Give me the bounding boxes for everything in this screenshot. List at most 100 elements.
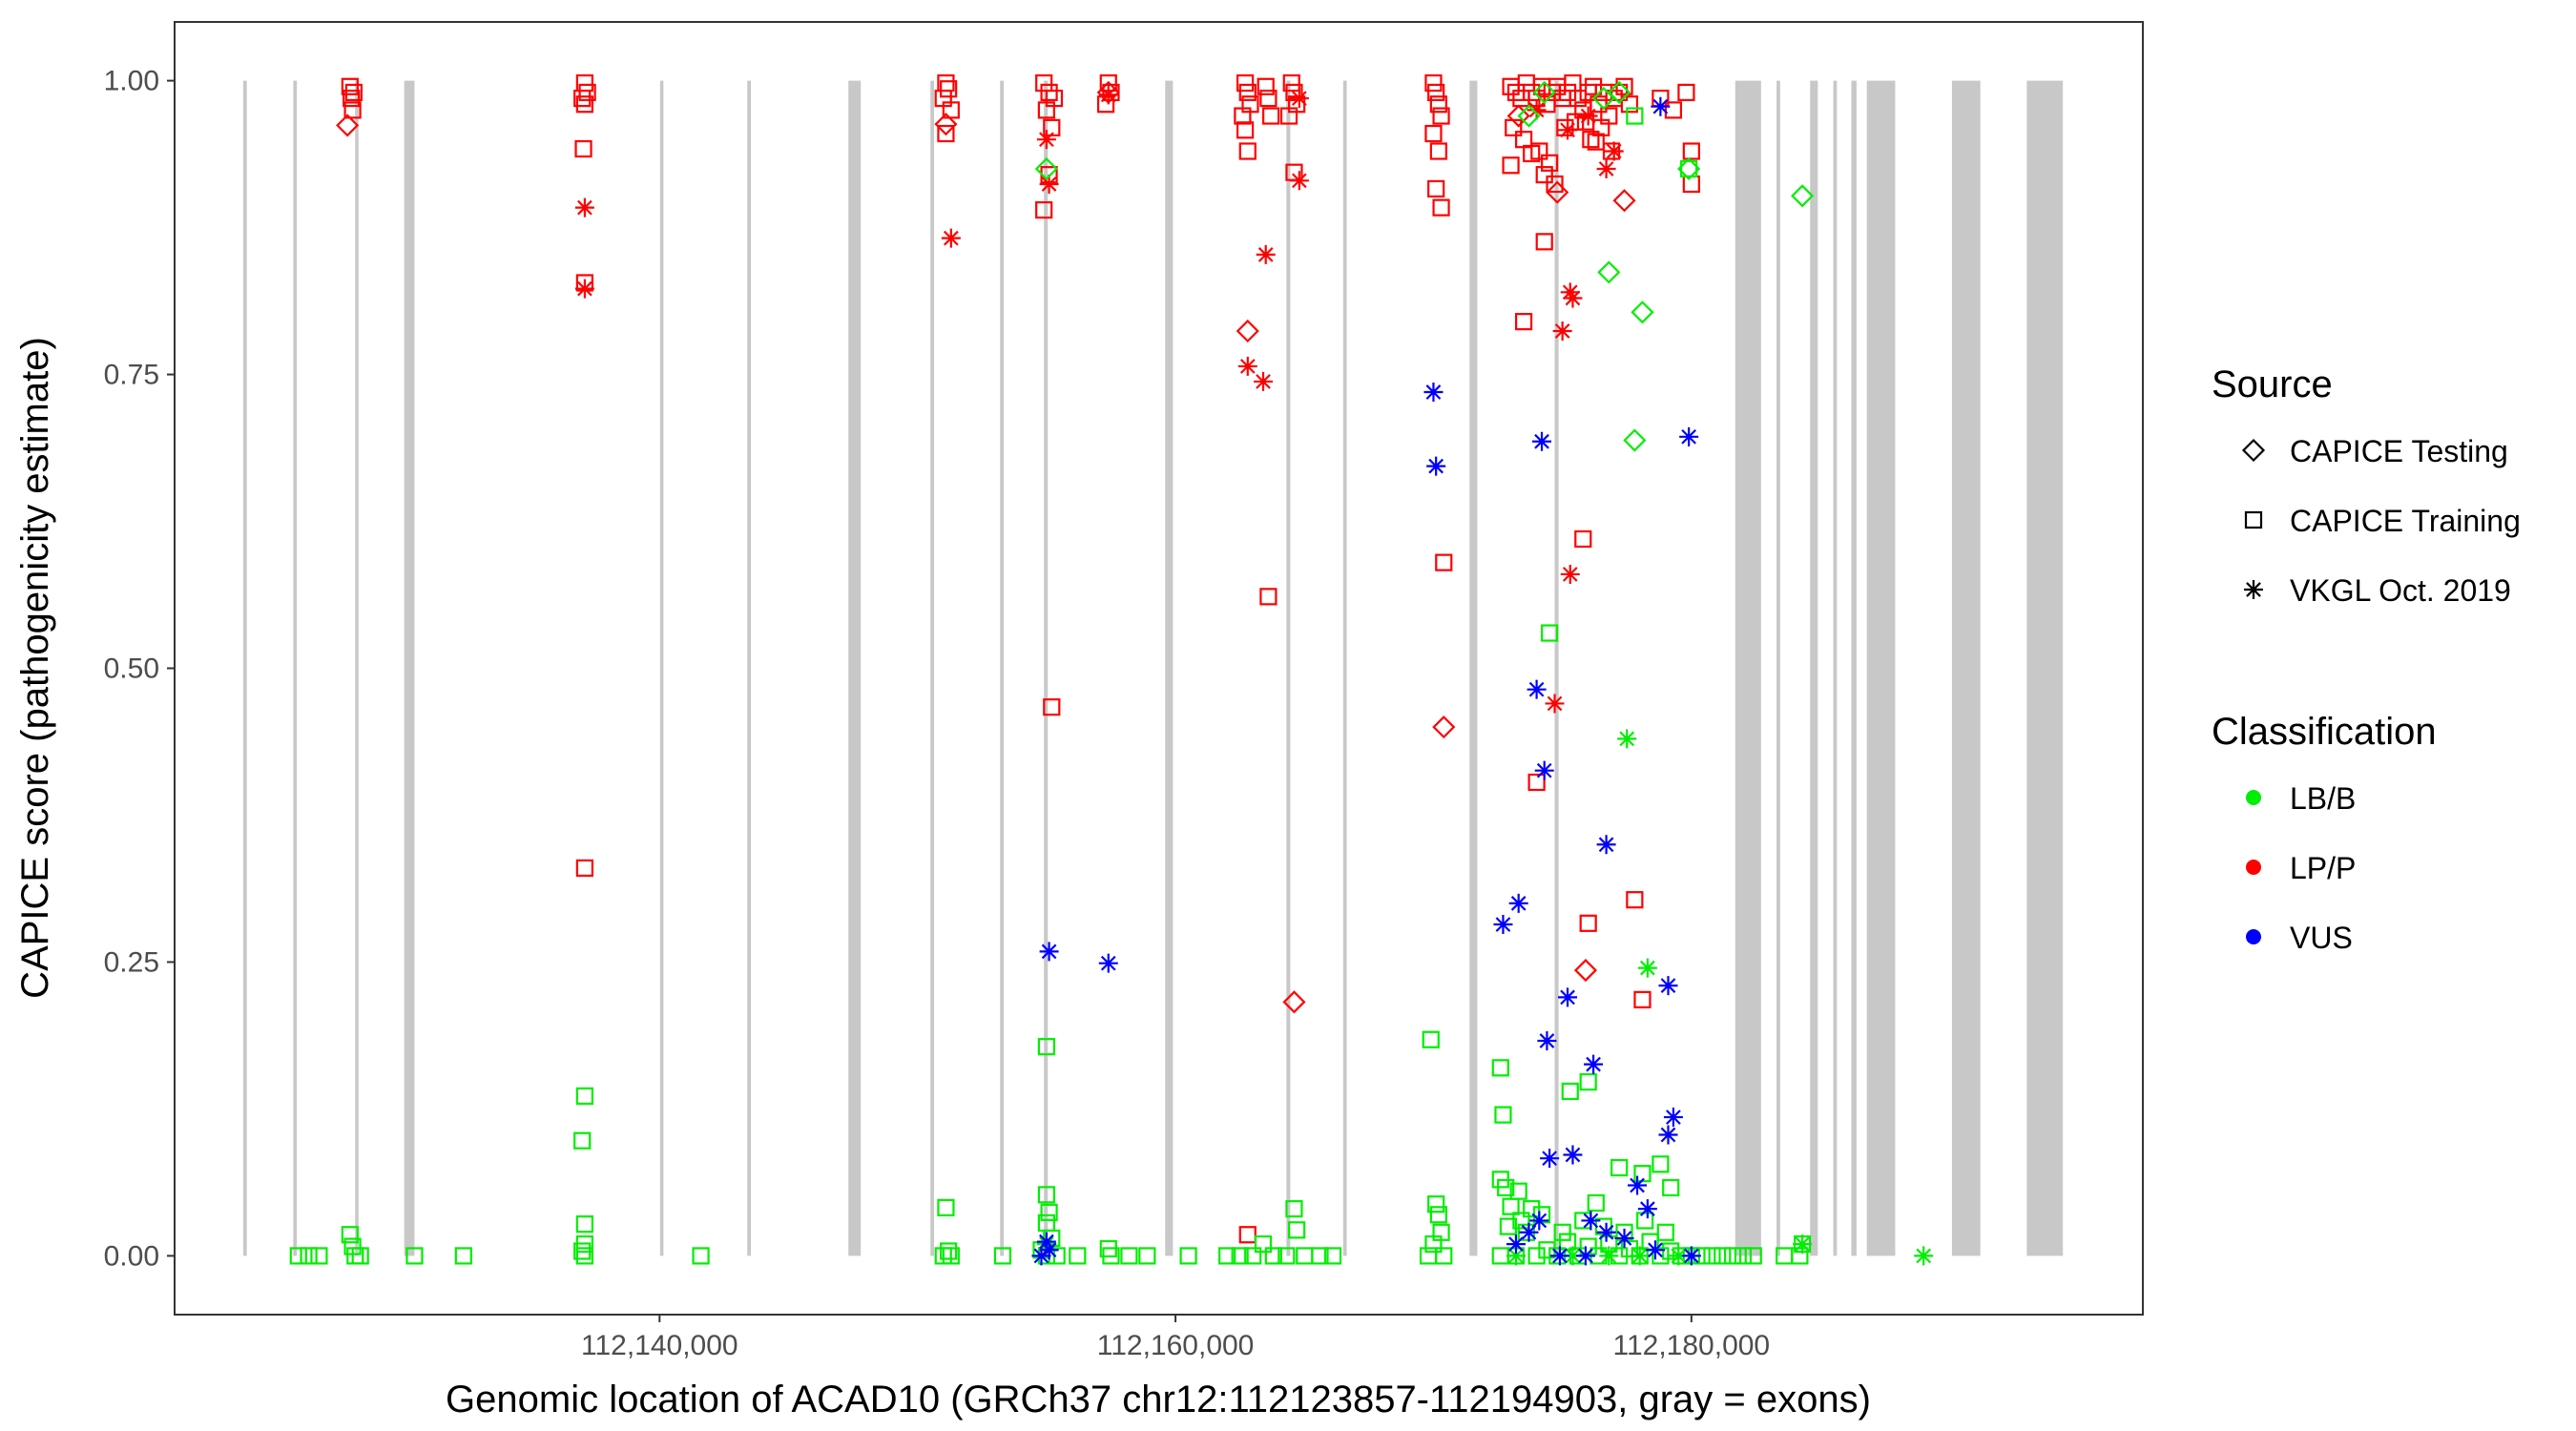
exon-band xyxy=(1044,80,1049,1256)
data-point xyxy=(573,89,592,108)
plot-panel-border xyxy=(174,21,2144,1316)
data-point xyxy=(1257,77,1275,95)
data-point xyxy=(1527,100,1547,120)
data-point xyxy=(1546,180,1569,204)
data-point xyxy=(1102,1247,1120,1265)
data-point xyxy=(1512,1212,1530,1230)
data-point xyxy=(1662,1178,1680,1197)
legend-item-capice-training: CAPICE Training xyxy=(2290,504,2521,538)
data-point xyxy=(1534,760,1554,780)
exon-band xyxy=(747,80,752,1256)
data-point xyxy=(1558,120,1578,140)
data-point xyxy=(1541,154,1559,172)
data-point xyxy=(1546,175,1564,194)
exon-band xyxy=(1000,80,1005,1256)
data-point xyxy=(1597,260,1621,284)
data-point xyxy=(1502,77,1520,95)
data-point xyxy=(1035,200,1053,219)
data-point xyxy=(1579,914,1597,932)
data-point xyxy=(1723,1247,1742,1265)
data-point xyxy=(1231,1247,1249,1265)
data-point xyxy=(1505,118,1523,136)
data-point xyxy=(1532,431,1552,451)
data-point xyxy=(1036,130,1056,150)
data-point xyxy=(1254,371,1273,391)
data-point xyxy=(1098,953,1118,973)
data-point xyxy=(575,859,594,878)
exon-band xyxy=(2026,80,2064,1256)
y-tick-label: 0.00 xyxy=(104,1240,159,1272)
data-point xyxy=(1581,1211,1601,1231)
data-point xyxy=(1596,158,1616,178)
data-point xyxy=(1282,73,1300,93)
data-point xyxy=(1288,1221,1306,1239)
data-point xyxy=(1423,383,1444,403)
data-point xyxy=(1610,1158,1629,1177)
data-point xyxy=(1563,288,1583,308)
data-point xyxy=(1596,835,1616,855)
data-point xyxy=(1540,1149,1560,1169)
exon-band xyxy=(355,80,359,1256)
exon-band xyxy=(1165,80,1174,1256)
data-point xyxy=(1658,976,1678,996)
data-point xyxy=(1218,1247,1236,1265)
data-point xyxy=(1637,958,1657,978)
data-point xyxy=(1663,1108,1683,1128)
data-point xyxy=(574,279,594,299)
legend-source: Source CAPICE Testing CAPICE Training VK… xyxy=(2212,363,2521,608)
legend-item-lpp: LP/P xyxy=(2290,851,2356,885)
data-point xyxy=(937,1198,955,1217)
data-point xyxy=(942,101,960,119)
data-point xyxy=(1039,942,1059,962)
data-point xyxy=(1491,1059,1509,1077)
data-point xyxy=(1427,1195,1445,1213)
data-point xyxy=(1552,321,1572,341)
exon-band xyxy=(1554,80,1559,1256)
y-tick-label: 0.75 xyxy=(104,360,159,391)
exon-band xyxy=(659,80,664,1256)
exon-band xyxy=(1951,80,1981,1256)
data-point xyxy=(1563,1145,1583,1165)
data-point xyxy=(1037,101,1055,119)
data-point xyxy=(1432,107,1450,125)
data-point xyxy=(343,101,362,119)
data-point xyxy=(1422,1030,1440,1048)
data-point xyxy=(1560,282,1580,302)
data-point xyxy=(1564,73,1582,93)
legend-key-dot-icon xyxy=(2246,790,2261,805)
data-point xyxy=(1574,529,1592,549)
data-point xyxy=(1604,141,1624,161)
data-point xyxy=(573,1242,592,1260)
data-point xyxy=(1037,1186,1055,1204)
exon-band xyxy=(1735,80,1761,1256)
data-point xyxy=(1527,773,1546,792)
data-point xyxy=(937,124,955,143)
data-point xyxy=(1556,118,1574,136)
exon-band xyxy=(1833,80,1838,1256)
data-point xyxy=(993,1247,1012,1265)
data-point xyxy=(1532,80,1556,104)
data-point xyxy=(1617,729,1637,749)
data-point xyxy=(1558,987,1578,1007)
data-point xyxy=(942,1247,960,1265)
data-point xyxy=(1296,1247,1314,1265)
legend-source-title: Source xyxy=(2212,363,2333,405)
y-axis-title: CAPICE score (pathogenicity estimate) xyxy=(14,337,56,999)
data-point xyxy=(1744,1247,1762,1265)
data-point xyxy=(1578,106,1598,126)
data-point xyxy=(1429,1206,1447,1224)
data-point xyxy=(1432,716,1456,739)
data-point xyxy=(1682,175,1700,194)
data-point xyxy=(1587,133,1605,151)
exon-band xyxy=(404,80,415,1256)
exon-bands xyxy=(242,80,2064,1256)
data-point xyxy=(1236,121,1255,139)
data-point xyxy=(1264,1247,1282,1265)
data-point xyxy=(1651,96,1671,116)
data-point xyxy=(1527,1247,1546,1265)
data-point xyxy=(1282,990,1306,1014)
data-point xyxy=(454,1247,472,1265)
data-point xyxy=(343,89,361,108)
data-point xyxy=(1289,171,1309,191)
axes: 0.00 0.25 0.50 0.75 1.00 112,140,000 112,160,0… xyxy=(104,66,1771,1361)
